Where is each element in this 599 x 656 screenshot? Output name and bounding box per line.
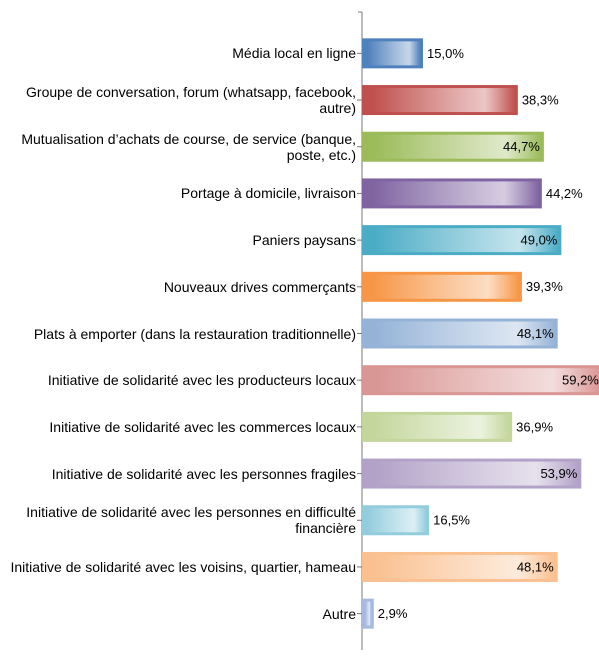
category-label: Initiative de solidarité avec les person… [26, 504, 356, 537]
bar [365, 274, 519, 299]
value-label: 15,0% [427, 46, 464, 61]
bar [365, 181, 539, 206]
category-label: Nouveaux drives commerçants [163, 278, 356, 295]
value-label: 36,9% [516, 419, 553, 434]
value-label: 53,9% [540, 466, 577, 481]
bar [365, 461, 579, 486]
bar [365, 88, 515, 113]
category-label: Plats à emporter (dans la restauration t… [33, 325, 356, 342]
bar [365, 321, 555, 346]
bar [365, 554, 555, 579]
value-label: 16,5% [433, 513, 470, 528]
category-label: Mutualisation d’achats de course, de ser… [21, 130, 356, 163]
category-label: Initiative de solidarité avec les voisin… [10, 558, 356, 575]
bar [365, 41, 421, 66]
value-label: 2,9% [378, 606, 408, 621]
bar [365, 601, 371, 626]
category-label: Média local en ligne [232, 45, 356, 62]
bar [365, 134, 541, 159]
category-label: Portage à domicile, livraison [180, 185, 356, 202]
bar [365, 368, 599, 393]
bar [365, 414, 510, 439]
category-label: Initiative de solidarité avec les commer… [49, 418, 356, 435]
value-label: 39,3% [526, 279, 563, 294]
category-label: Groupe de conversation, forum (whatsapp,… [26, 84, 356, 117]
value-label: 59,2% [562, 373, 599, 388]
value-label: 38,3% [522, 92, 559, 107]
category-label: Paniers paysans [252, 232, 356, 249]
value-label: 48,1% [517, 326, 554, 341]
bar [365, 508, 427, 533]
category-label: Initiative de solidarité avec les produc… [47, 372, 356, 389]
value-label: 44,7% [503, 139, 540, 154]
value-label: 49,0% [521, 233, 558, 248]
category-label: Autre [322, 605, 356, 622]
value-label: 48,1% [517, 559, 554, 574]
bar [365, 228, 559, 253]
category-label: Initiative de solidarité avec les person… [51, 465, 356, 482]
value-label: 44,2% [546, 186, 583, 201]
